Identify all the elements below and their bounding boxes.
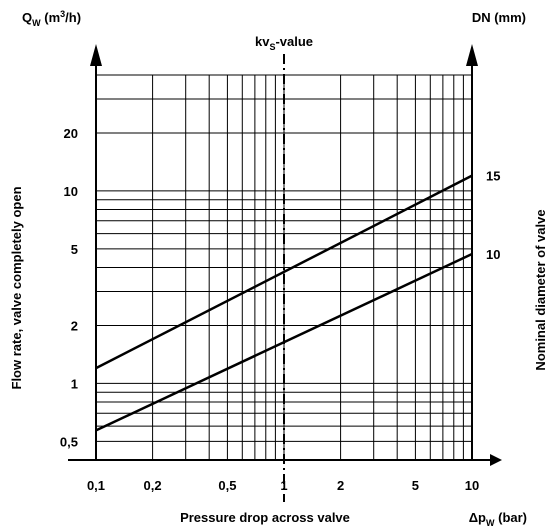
x-tick-label: 5 [412, 478, 419, 493]
series-line-dn10 [95, 252, 473, 432]
x-tick-label: 2 [337, 478, 344, 493]
x-tick-label: 0,5 [218, 478, 236, 493]
series-label-dn15: 15 [486, 169, 500, 184]
y2-axis-arrow [466, 44, 478, 66]
x-tick-label: 0,2 [144, 478, 162, 493]
kvs-label: kvS-value [255, 34, 313, 52]
x-unit-label: ΔpW (bar) [469, 510, 527, 528]
y-tick-label: 0,5 [60, 434, 78, 449]
axes [68, 44, 502, 466]
series-line-dn15 [95, 174, 473, 370]
y-axis-title: Flow rate, valve completely open [9, 186, 24, 389]
y-tick-label: 20 [64, 126, 78, 141]
x-axis-title: Pressure drop across valve [180, 510, 350, 525]
series-lines [95, 174, 473, 432]
y-unit-label: QW (m3/h) [22, 9, 81, 28]
y-axis-arrow [90, 44, 102, 66]
x-axis-arrow [490, 454, 502, 466]
y2-axis-title: Nominal diameter of valve [533, 209, 548, 370]
y-tick-label: 5 [71, 242, 78, 257]
x-tick-label: 0,1 [87, 478, 105, 493]
labels: 15 10 0,5 1 2 5 10 20 0,1 0,2 0,5 1 2 5 10 [60, 126, 501, 493]
x-tick-label: 1 [280, 478, 287, 493]
y-tick-label: 2 [71, 318, 78, 333]
y-tick-label: 1 [71, 376, 78, 391]
y2-unit-label: DN (mm) [472, 10, 526, 25]
series-label-dn10: 10 [486, 247, 500, 262]
x-tick-label: 10 [465, 478, 479, 493]
y-tick-label: 10 [64, 184, 78, 199]
